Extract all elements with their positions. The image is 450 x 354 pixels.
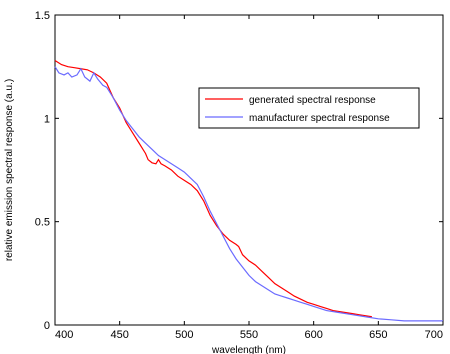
- x-tick-label: 650: [369, 329, 387, 341]
- x-axis-label: wavelength (nm): [211, 345, 286, 354]
- y-axis-label: relative emission spectral response (a.u…: [4, 79, 15, 261]
- x-tick-label: 450: [110, 329, 128, 341]
- y-tick-label: 1.5: [35, 10, 50, 22]
- y-tick-label: 0: [44, 320, 50, 332]
- legend-box: [198, 87, 420, 129]
- series-layer: [54, 59, 443, 322]
- x-tick-label: 600: [304, 329, 322, 341]
- legend-label-generated: generated spectral response: [249, 95, 376, 106]
- x-tick-label: 700: [425, 329, 443, 341]
- series-line-1: [54, 66, 443, 322]
- x-tick-label: 400: [55, 329, 73, 341]
- legend: generated spectral response manufacturer…: [198, 87, 420, 129]
- legend-label-manufacturer: manufacturer spectral response: [249, 113, 390, 124]
- x-tick-label: 500: [175, 329, 193, 341]
- y-tick-label: 0.5: [35, 217, 50, 229]
- ticks-layer: 400 450 500 550 600 650 700 0 0.5 1 1.5: [35, 10, 444, 341]
- plot-area: [54, 14, 444, 326]
- x-tick-label: 550: [240, 329, 258, 341]
- y-tick-label: 1: [44, 113, 50, 125]
